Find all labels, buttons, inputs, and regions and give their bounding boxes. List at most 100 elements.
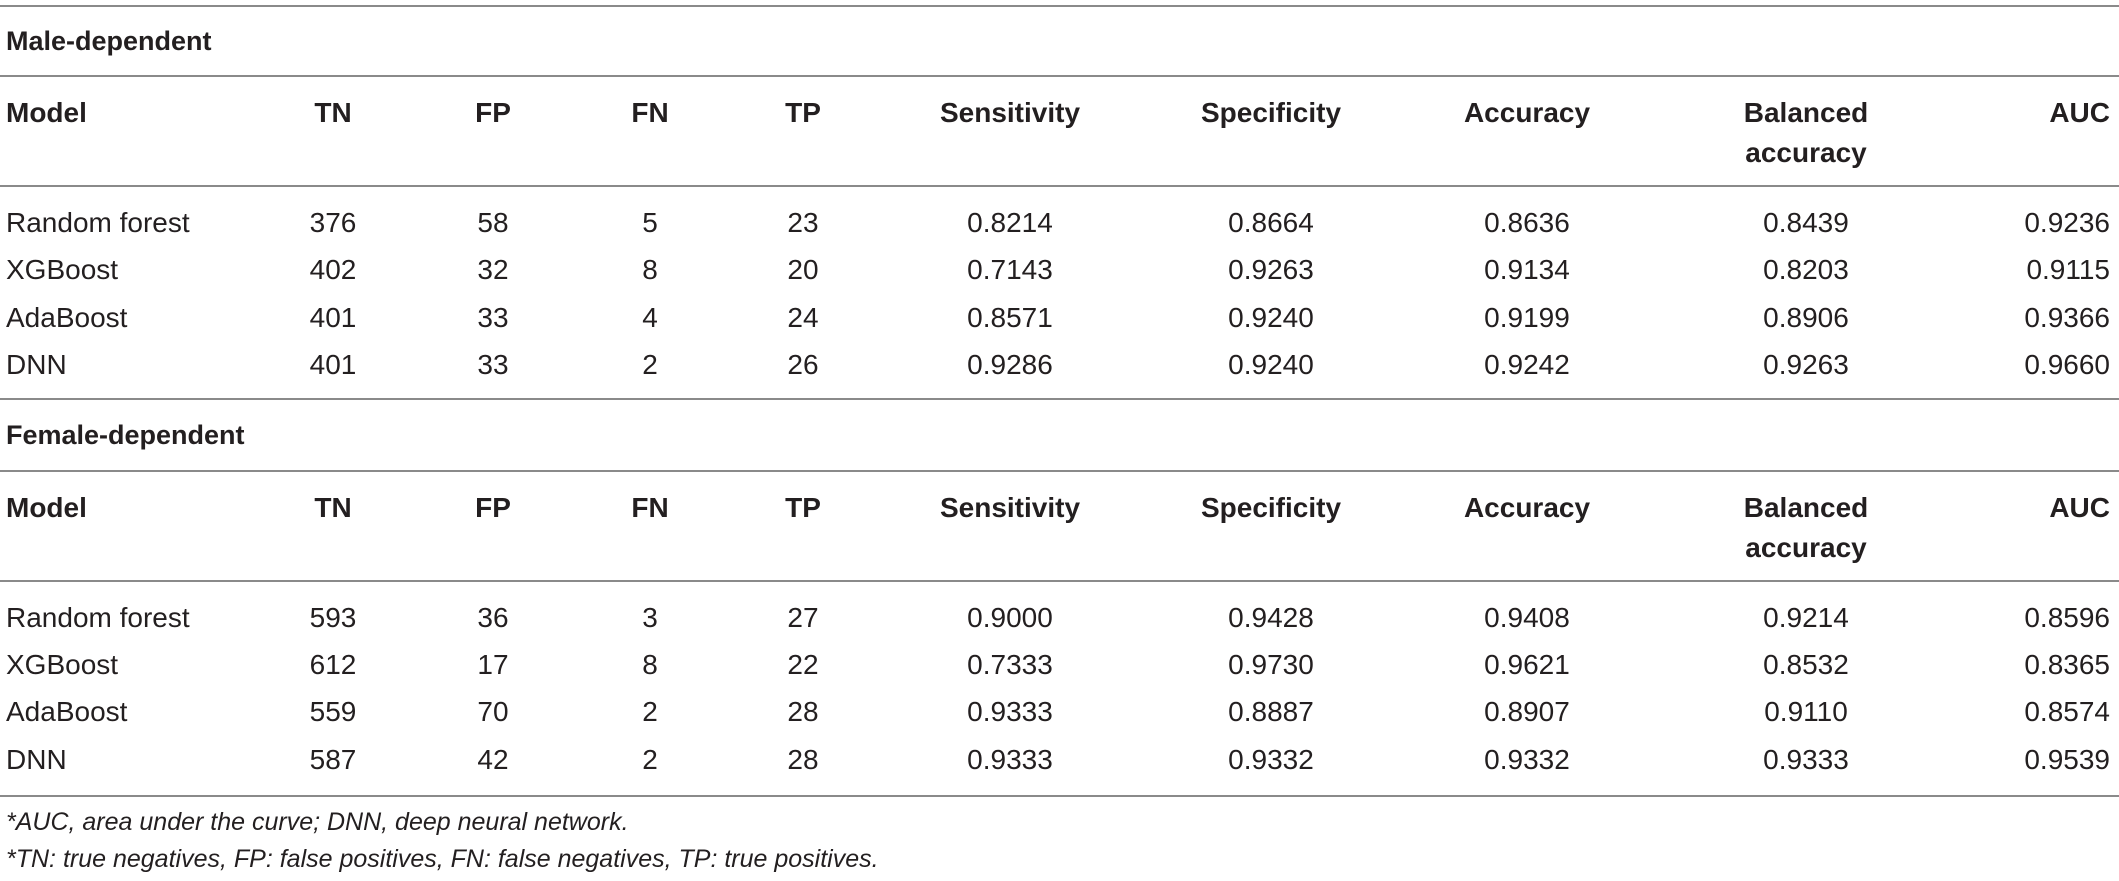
cell-auc: 0.9366 xyxy=(2024,302,2110,333)
header-tp: TP xyxy=(785,492,821,523)
cell-balanced-accuracy: 0.8203 xyxy=(1763,254,1849,285)
cell-sensitivity: 0.9333 xyxy=(967,744,1053,775)
cell-tp: 28 xyxy=(787,744,819,775)
cell-fp: 17 xyxy=(477,649,509,680)
header-tp: TP xyxy=(785,97,821,128)
header-rule xyxy=(0,580,2119,582)
cell-auc: 0.9660 xyxy=(2024,349,2110,380)
header-model: Model xyxy=(6,492,87,523)
cell-specificity: 0.8664 xyxy=(1228,207,1314,238)
cell-accuracy: 0.9242 xyxy=(1484,349,1570,380)
cell-auc: 0.8574 xyxy=(2024,696,2110,727)
cell-fn: 2 xyxy=(642,744,658,775)
cell-fp: 70 xyxy=(477,696,509,727)
cell-model: DNN xyxy=(6,349,67,380)
header-fn: FN xyxy=(631,97,669,128)
cell-fn: 4 xyxy=(642,302,658,333)
section-title-male: Male-dependent xyxy=(6,26,212,56)
cell-model: AdaBoost xyxy=(6,696,128,727)
cell-tn: 612 xyxy=(309,649,357,680)
cell-accuracy: 0.9199 xyxy=(1484,302,1570,333)
cell-tp: 22 xyxy=(787,649,819,680)
cell-specificity: 0.8887 xyxy=(1228,696,1314,727)
section-title-female: Female-dependent xyxy=(6,420,245,450)
cell-balanced-accuracy: 0.9333 xyxy=(1763,744,1849,775)
cell-sensitivity: 0.9286 xyxy=(967,349,1053,380)
cell-sensitivity: 0.8571 xyxy=(967,302,1053,333)
cell-fn: 2 xyxy=(642,349,658,380)
cell-fn: 8 xyxy=(642,649,658,680)
header-fp: FP xyxy=(475,492,511,523)
cell-auc: 0.8365 xyxy=(2024,649,2110,680)
cell-auc: 0.9236 xyxy=(2024,207,2110,238)
cell-model: XGBoost xyxy=(6,254,119,285)
cell-accuracy: 0.8907 xyxy=(1484,696,1570,727)
cell-specificity: 0.9240 xyxy=(1228,349,1314,380)
cell-sensitivity: 0.7143 xyxy=(967,254,1053,285)
cell-sensitivity: 0.9333 xyxy=(967,696,1053,727)
cell-tp: 26 xyxy=(787,349,819,380)
cell-tn: 376 xyxy=(309,207,357,238)
header-auc: AUC xyxy=(2049,492,2110,523)
cell-fp: 32 xyxy=(477,254,509,285)
cell-tn: 587 xyxy=(309,744,357,775)
cell-auc: 0.9539 xyxy=(2024,744,2110,775)
cell-specificity: 0.9263 xyxy=(1228,254,1314,285)
cell-fn: 3 xyxy=(642,602,658,633)
cell-specificity: 0.9332 xyxy=(1228,744,1314,775)
cell-model: AdaBoost xyxy=(6,302,128,333)
table-bottom-rule xyxy=(0,795,2119,797)
cell-model: DNN xyxy=(6,744,67,775)
header-rule xyxy=(0,185,2119,187)
footnote-abbreviations: *AUC, area under the curve; DNN, deep ne… xyxy=(6,808,629,836)
header-balanced-accuracy: Balanced accuracy xyxy=(1743,97,1869,168)
cell-accuracy: 0.8636 xyxy=(1484,207,1570,238)
cell-accuracy: 0.9332 xyxy=(1484,744,1570,775)
cell-balanced-accuracy: 0.8906 xyxy=(1763,302,1849,333)
cell-fn: 2 xyxy=(642,696,658,727)
cell-model: XGBoost xyxy=(6,649,119,680)
cell-model: Random forest xyxy=(6,602,190,633)
cell-tp: 23 xyxy=(787,207,819,238)
cell-fp: 33 xyxy=(477,349,509,380)
cell-tn: 559 xyxy=(309,696,357,727)
header-accuracy: Accuracy xyxy=(1463,492,1591,523)
header-auc: AUC xyxy=(2049,97,2110,128)
header-accuracy: Accuracy xyxy=(1463,97,1591,128)
cell-fp: 36 xyxy=(477,602,509,633)
header-tn: TN xyxy=(314,97,352,128)
cell-fp: 58 xyxy=(477,207,509,238)
section-divider-rule xyxy=(0,398,2119,400)
header-sensitivity: Sensitivity xyxy=(939,492,1081,523)
cell-tn: 401 xyxy=(309,302,357,333)
header-model: Model xyxy=(6,97,87,128)
header-specificity: Specificity xyxy=(1200,97,1342,128)
cell-tp: 20 xyxy=(787,254,819,285)
header-specificity: Specificity xyxy=(1200,492,1342,523)
cell-tp: 24 xyxy=(787,302,819,333)
cell-sensitivity: 0.7333 xyxy=(967,649,1053,680)
cell-balanced-accuracy: 0.8439 xyxy=(1763,207,1849,238)
cell-balanced-accuracy: 0.8532 xyxy=(1763,649,1849,680)
cell-fp: 42 xyxy=(477,744,509,775)
header-sensitivity: Sensitivity xyxy=(939,97,1081,128)
cell-fn: 5 xyxy=(642,207,658,238)
cell-accuracy: 0.9621 xyxy=(1484,649,1570,680)
section-title-rule xyxy=(0,75,2119,77)
cell-sensitivity: 0.9000 xyxy=(967,602,1053,633)
cell-tp: 27 xyxy=(787,602,819,633)
cell-auc: 0.8596 xyxy=(2024,602,2110,633)
cell-balanced-accuracy: 0.9214 xyxy=(1763,602,1849,633)
cell-accuracy: 0.9408 xyxy=(1484,602,1570,633)
cell-fn: 8 xyxy=(642,254,658,285)
cell-sensitivity: 0.8214 xyxy=(967,207,1053,238)
cell-specificity: 0.9428 xyxy=(1228,602,1314,633)
cell-tn: 593 xyxy=(309,602,357,633)
cell-accuracy: 0.9134 xyxy=(1484,254,1570,285)
cell-balanced-accuracy: 0.9110 xyxy=(1764,696,1848,727)
table-top-rule xyxy=(0,5,2119,7)
cell-model: Random forest xyxy=(6,207,190,238)
cell-tn: 401 xyxy=(309,349,357,380)
cell-auc: 0.9115 xyxy=(2026,254,2110,285)
